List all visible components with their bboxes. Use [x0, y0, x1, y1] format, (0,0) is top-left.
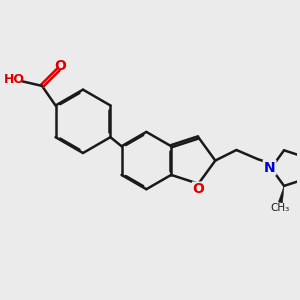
Polygon shape — [278, 186, 284, 203]
Text: O: O — [193, 182, 204, 196]
Text: CH₃: CH₃ — [270, 203, 289, 213]
Text: HO: HO — [3, 73, 24, 86]
Text: N: N — [264, 160, 275, 175]
Text: O: O — [54, 59, 66, 73]
